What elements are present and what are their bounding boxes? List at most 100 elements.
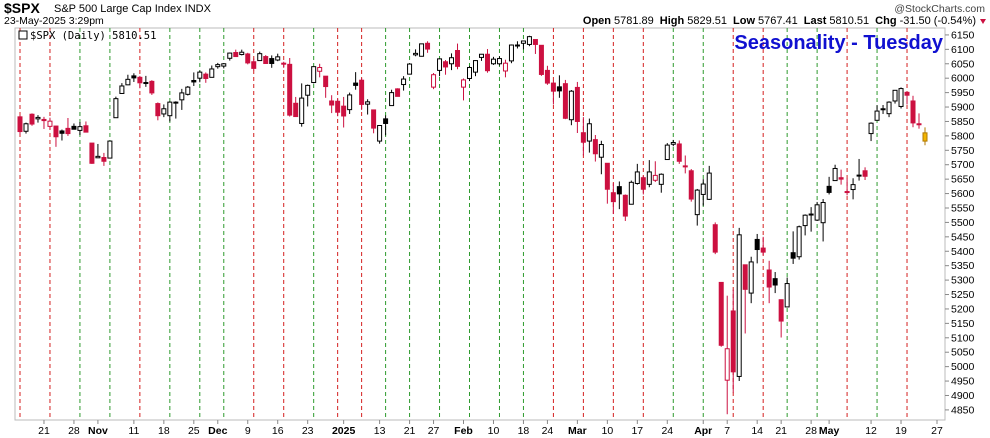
candle-body — [245, 53, 251, 64]
y-tick-label: 5600 — [951, 188, 975, 200]
x-tick-label: 21 — [775, 425, 787, 437]
candles — [17, 35, 928, 415]
x-tick-label: 12 — [865, 425, 877, 437]
candle-body — [568, 90, 574, 121]
candle-body — [724, 348, 730, 381]
candle-body — [251, 61, 257, 69]
candle-body — [83, 125, 89, 133]
candle-body — [922, 132, 928, 142]
candle-body — [586, 123, 592, 142]
candle-body — [502, 62, 508, 72]
candle-body — [766, 269, 772, 288]
x-tick-label: 25 — [188, 425, 200, 437]
candle-body — [125, 78, 131, 86]
candle-body — [634, 171, 640, 184]
candle-body — [215, 64, 221, 68]
candle-body — [838, 177, 844, 180]
candle-body — [868, 122, 874, 135]
candle-body — [467, 67, 473, 79]
y-tick-label: 5700 — [951, 159, 975, 171]
candle-body — [179, 92, 185, 101]
candle-body — [287, 63, 293, 116]
candle-body — [664, 144, 670, 161]
candle-body — [604, 162, 610, 190]
quote-label: High — [660, 15, 685, 27]
candle-body — [562, 83, 568, 119]
candle-body — [784, 283, 790, 308]
candle-body — [437, 58, 443, 71]
candle-body — [149, 80, 155, 94]
candle-body — [514, 44, 520, 47]
candle-body — [239, 51, 245, 56]
candle-body — [191, 79, 197, 83]
candle-body — [622, 194, 628, 217]
y-tick-label: 5150 — [951, 318, 975, 330]
y-tick-label: 5850 — [951, 116, 975, 128]
candle-body — [484, 53, 490, 72]
quote-label: Low — [733, 15, 755, 27]
candle-body — [610, 192, 616, 203]
x-tick-label: 9 — [245, 425, 251, 437]
candle-body — [431, 74, 437, 88]
candle-body — [496, 58, 502, 65]
candle-body — [257, 53, 263, 62]
y-tick-label: 5450 — [951, 231, 975, 243]
candle-body — [23, 123, 29, 132]
y-tick-label: 6100 — [951, 44, 975, 56]
quote-label: Chg — [875, 15, 896, 27]
candle-body — [137, 76, 143, 84]
candle-body — [17, 116, 23, 133]
candle-body — [526, 36, 532, 45]
y-tick-label: 6050 — [951, 58, 975, 70]
x-tick-label: 18 — [518, 425, 530, 437]
candle-body — [760, 247, 766, 253]
candle-body — [892, 89, 898, 102]
quote-value: 5829.51 — [687, 15, 727, 27]
x-tick-label: 23 — [302, 425, 314, 437]
x-tick-label: 18 — [158, 425, 170, 437]
candle-body — [71, 125, 77, 130]
candle-body — [119, 85, 125, 94]
candle-body — [556, 86, 562, 92]
candle-body — [209, 68, 215, 78]
candle-body — [802, 214, 808, 227]
y-tick-label: 5300 — [951, 275, 975, 287]
candle-body — [472, 60, 478, 73]
candle-body — [461, 79, 467, 88]
y-tick-label: 5400 — [951, 246, 975, 258]
candle-body — [353, 82, 359, 86]
candle-body — [197, 71, 203, 79]
candle-body — [335, 100, 341, 113]
x-tick-label: 27 — [931, 425, 943, 437]
timestamp: 23-May-2025 3:29pm — [4, 15, 104, 27]
candle-body — [658, 173, 664, 185]
y-tick-label: 5900 — [951, 102, 975, 114]
candle-body — [748, 261, 754, 294]
quote-label: Open — [583, 15, 611, 27]
candle-body — [574, 86, 580, 122]
candle-body — [916, 123, 922, 126]
candle-body — [910, 100, 916, 124]
x-tick-label: 19 — [895, 425, 907, 437]
candle-body — [862, 170, 868, 177]
candle-body — [880, 108, 886, 111]
quote-value: 5781.89 — [614, 15, 654, 27]
candle-body — [640, 177, 646, 190]
y-tick-label: 5200 — [951, 303, 975, 315]
candle-body — [754, 238, 760, 251]
candle-body — [371, 109, 377, 129]
candle-body — [856, 174, 862, 177]
candle-body — [826, 185, 832, 193]
y-tick-label: 5750 — [951, 145, 975, 157]
candle-body — [59, 130, 65, 134]
candle-body — [221, 63, 227, 67]
x-tick-label: Mar — [568, 425, 587, 437]
candle-body — [365, 101, 371, 105]
candle-body — [532, 39, 538, 45]
quote-value: 5767.41 — [758, 15, 798, 27]
x-tick-label: 10 — [602, 425, 614, 437]
x-tick-label: 17 — [631, 425, 643, 437]
candle-body — [694, 189, 700, 216]
candle-body — [682, 165, 688, 168]
